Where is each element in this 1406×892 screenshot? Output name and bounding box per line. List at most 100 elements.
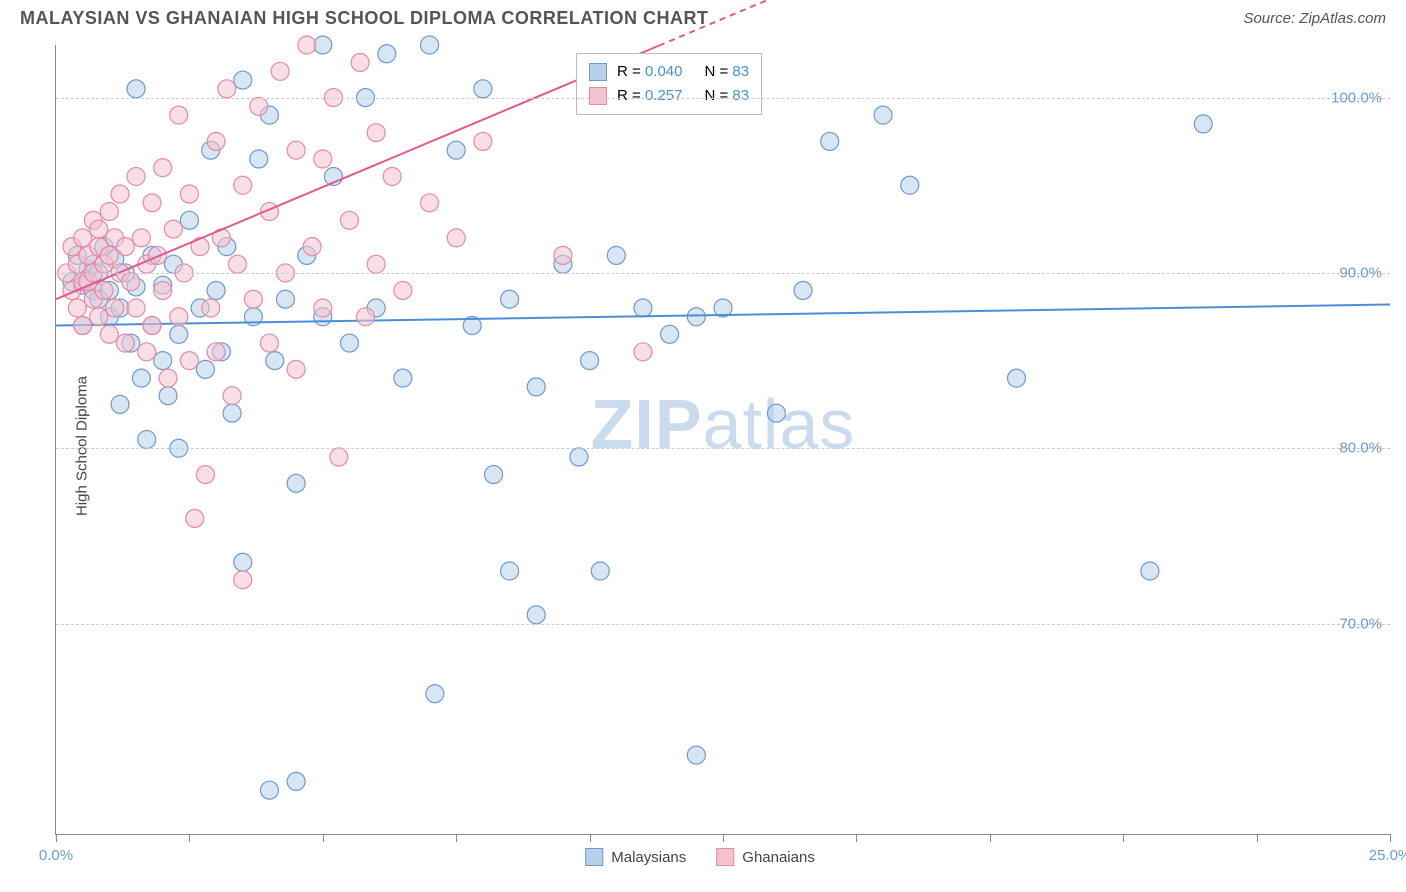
scatter-point	[287, 772, 305, 790]
scatter-point	[234, 176, 252, 194]
scatter-point	[223, 404, 241, 422]
scatter-point	[196, 466, 214, 484]
scatter-point	[821, 132, 839, 150]
scatter-point	[180, 185, 198, 203]
scatter-point	[138, 343, 156, 361]
scatter-point	[154, 159, 172, 177]
scatter-point	[687, 308, 705, 326]
x-tick	[1257, 834, 1258, 842]
scatter-point	[234, 71, 252, 89]
scatter-point	[485, 466, 503, 484]
scatter-point	[767, 404, 785, 422]
scatter-point	[207, 132, 225, 150]
scatter-point	[298, 36, 316, 54]
chart-title: MALAYSIAN VS GHANAIAN HIGH SCHOOL DIPLOM…	[20, 8, 709, 29]
plot-area: ZIPatlas R = 0.040N = 83R = 0.257N = 83 …	[55, 45, 1390, 835]
scatter-point	[1194, 115, 1212, 133]
scatter-point	[527, 378, 545, 396]
scatter-point	[501, 562, 519, 580]
y-tick-label: 70.0%	[1339, 615, 1382, 632]
scatter-point	[634, 343, 652, 361]
scatter-point	[794, 281, 812, 299]
x-tick	[856, 834, 857, 842]
scatter-point	[228, 255, 246, 273]
chart-header: MALAYSIAN VS GHANAIAN HIGH SCHOOL DIPLOM…	[20, 8, 1386, 29]
scatter-point	[276, 290, 294, 308]
scatter-point	[661, 325, 679, 343]
x-tick	[456, 834, 457, 842]
scatter-point	[100, 246, 118, 264]
scatter-point	[314, 150, 332, 168]
x-tick	[1123, 834, 1124, 842]
scatter-point	[271, 62, 289, 80]
chart-container: MALAYSIAN VS GHANAIAN HIGH SCHOOL DIPLOM…	[0, 0, 1406, 892]
scatter-point	[122, 273, 140, 291]
scatter-point	[154, 352, 172, 370]
legend-n-label: N = 83	[704, 60, 749, 84]
scatter-point	[207, 343, 225, 361]
legend-bottom: MalaysiansGhanaians	[585, 848, 815, 866]
scatter-point	[170, 325, 188, 343]
scatter-point	[367, 255, 385, 273]
scatter-point	[874, 106, 892, 124]
scatter-point	[378, 45, 396, 63]
scatter-point	[111, 395, 129, 413]
scatter-point	[474, 132, 492, 150]
x-tick	[189, 834, 190, 842]
scatter-point	[196, 360, 214, 378]
legend-top-row: R = 0.257N = 83	[589, 84, 749, 108]
scatter-point	[100, 203, 118, 221]
scatter-point	[143, 194, 161, 212]
scatter-point	[447, 229, 465, 247]
scatter-point	[138, 431, 156, 449]
scatter-point	[159, 369, 177, 387]
y-tick-label: 100.0%	[1331, 89, 1382, 106]
scatter-point	[421, 36, 439, 54]
scatter-point	[634, 299, 652, 317]
scatter-point	[127, 168, 145, 186]
legend-r-label: R = 0.040	[617, 60, 682, 84]
gridline-h	[56, 273, 1390, 274]
scatter-point	[1141, 562, 1159, 580]
scatter-point	[250, 97, 268, 115]
scatter-point	[570, 448, 588, 466]
y-tick-label: 90.0%	[1339, 264, 1382, 281]
scatter-point	[287, 474, 305, 492]
legend-swatch	[716, 848, 734, 866]
scatter-point	[170, 106, 188, 124]
scatter-point	[447, 141, 465, 159]
scatter-point	[106, 299, 124, 317]
scatter-point	[148, 246, 166, 264]
scatter-point	[266, 352, 284, 370]
legend-swatch	[589, 63, 607, 81]
scatter-point	[186, 509, 204, 527]
scatter-point	[474, 80, 492, 98]
scatter-point	[421, 194, 439, 212]
scatter-point	[356, 308, 374, 326]
scatter-point	[234, 553, 252, 571]
scatter-point	[223, 387, 241, 405]
scatter-point	[90, 308, 108, 326]
scatter-point	[287, 141, 305, 159]
legend-swatch	[589, 87, 607, 105]
scatter-point	[180, 352, 198, 370]
scatter-point	[170, 308, 188, 326]
scatter-point	[244, 290, 262, 308]
scatter-point	[132, 229, 150, 247]
scatter-point	[116, 238, 134, 256]
scatter-point	[394, 369, 412, 387]
y-tick-label: 80.0%	[1339, 440, 1382, 457]
scatter-point	[95, 281, 113, 299]
legend-label: Malaysians	[611, 849, 686, 866]
scatter-point	[554, 246, 572, 264]
scatter-point	[314, 36, 332, 54]
scatter-point	[394, 281, 412, 299]
scatter-point	[180, 211, 198, 229]
scatter-point	[207, 281, 225, 299]
scatter-point	[383, 168, 401, 186]
scatter-point	[426, 685, 444, 703]
scatter-point	[90, 220, 108, 238]
legend-top: R = 0.040 N = 83R = 0.257N = 83	[576, 53, 762, 115]
gridline-h	[56, 624, 1390, 625]
scatter-point	[250, 150, 268, 168]
